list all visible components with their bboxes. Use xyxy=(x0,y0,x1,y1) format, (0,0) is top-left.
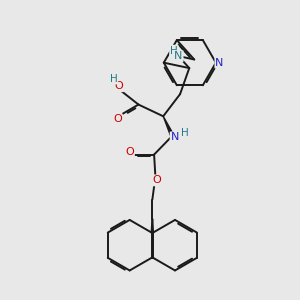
Text: O: O xyxy=(125,147,134,157)
Text: H: H xyxy=(181,128,189,138)
Text: N: N xyxy=(171,132,179,142)
Polygon shape xyxy=(163,116,174,136)
Text: O: O xyxy=(153,176,161,185)
Text: O: O xyxy=(113,114,122,124)
Text: O: O xyxy=(114,81,123,91)
Text: H: H xyxy=(170,46,178,56)
Text: N: N xyxy=(215,58,224,68)
Text: H: H xyxy=(110,74,117,84)
Text: N: N xyxy=(174,51,183,61)
